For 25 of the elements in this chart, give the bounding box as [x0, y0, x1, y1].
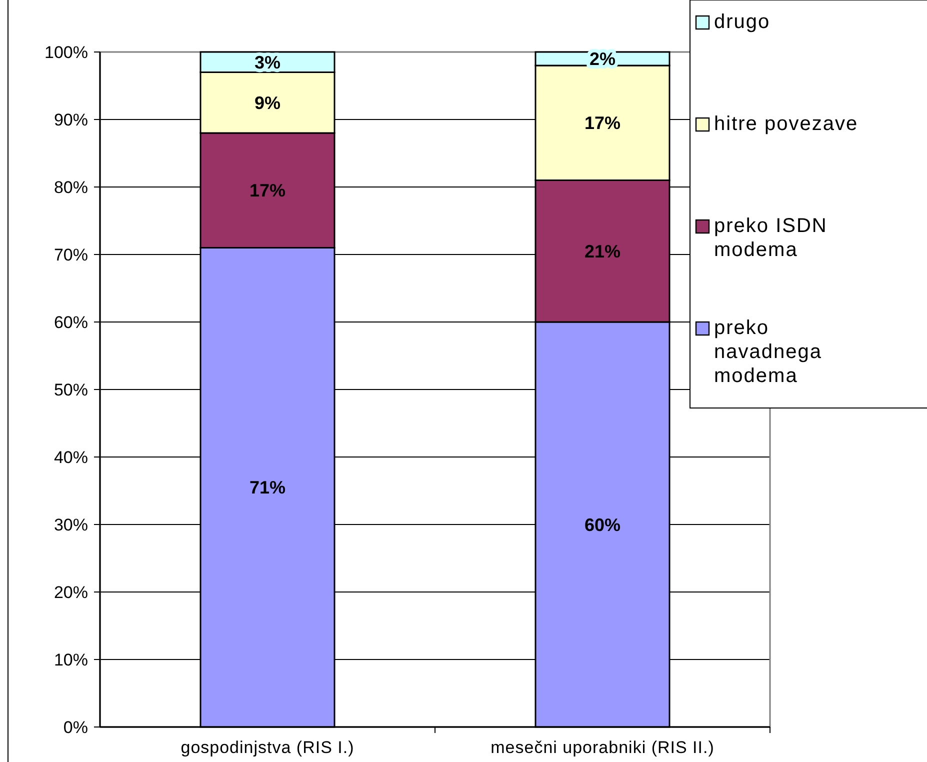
- legend-label: hitre povezave: [714, 113, 858, 135]
- data-label: 21%: [584, 241, 621, 262]
- legend-label: drugo: [714, 11, 770, 33]
- y-tick-label: 80%: [54, 178, 88, 197]
- data-label: 17%: [584, 113, 621, 134]
- legend-label: preko navadnega modema: [714, 317, 822, 387]
- y-tick-label: 60%: [54, 312, 88, 332]
- legend-label: preko ISDN modema: [714, 215, 828, 261]
- x-tick-label: gospodinjstva (RIS I.): [180, 738, 354, 757]
- x-tick-label: mesečni uporabniki (RIS II.): [490, 738, 714, 757]
- y-tick-label: 0%: [63, 718, 88, 737]
- y-tick-label: 10%: [54, 650, 88, 670]
- y-tick-label: 50%: [54, 380, 88, 400]
- y-tick-label: 100%: [44, 42, 88, 62]
- data-label: 71%: [249, 478, 286, 498]
- data-label: 2%: [589, 49, 616, 70]
- data-label: 60%: [584, 514, 621, 535]
- data-label: 3%: [254, 52, 281, 72]
- y-tick-label: 20%: [54, 582, 88, 602]
- data-label: 17%: [249, 180, 286, 201]
- y-tick-label: 40%: [54, 448, 88, 467]
- y-tick-label: 30%: [54, 515, 88, 534]
- y-tick-label: 70%: [54, 245, 88, 264]
- data-label: 9%: [254, 92, 281, 113]
- y-tick-label: 90%: [54, 110, 88, 130]
